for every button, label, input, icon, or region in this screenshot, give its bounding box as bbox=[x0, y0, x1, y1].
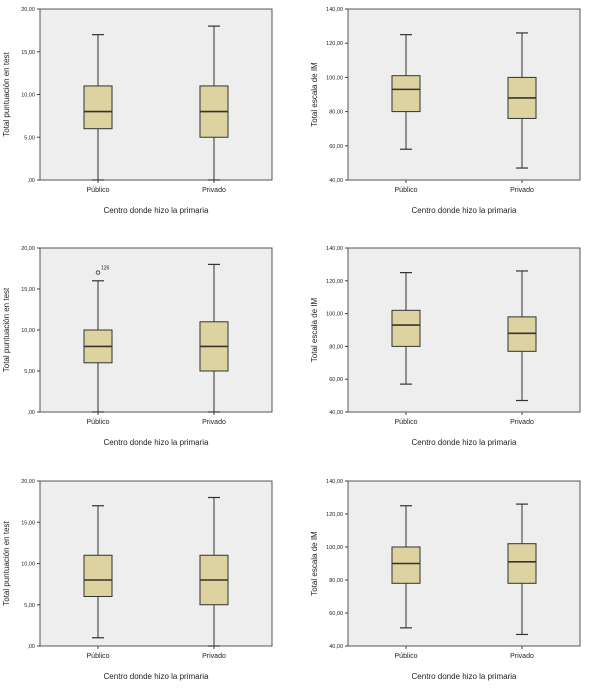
plot-area bbox=[347, 8, 581, 181]
box-privado bbox=[507, 503, 537, 636]
x-axis-label: Centro donde hizo la primaria bbox=[412, 438, 517, 447]
x-tick-label: Público bbox=[395, 419, 418, 426]
x-tick-label: Privado bbox=[202, 187, 226, 194]
x-tick-label: Privado bbox=[202, 419, 226, 426]
box-pblico bbox=[83, 505, 113, 639]
y-tick-label: ,00 bbox=[27, 410, 35, 416]
x-tick-label: Público bbox=[395, 187, 418, 194]
box-privado bbox=[507, 32, 537, 169]
y-tick-label: 5,00 bbox=[24, 135, 35, 141]
y-tick-label: 40,00 bbox=[329, 644, 343, 650]
box-pblico bbox=[391, 272, 421, 385]
box-privado bbox=[199, 496, 229, 647]
y-tick-label: 20,00 bbox=[21, 246, 35, 252]
plot-area bbox=[39, 8, 273, 181]
box-privado bbox=[507, 270, 537, 402]
x-tick-label: Privado bbox=[510, 187, 534, 194]
iqr-box bbox=[83, 554, 113, 597]
y-tick-label: 120,00 bbox=[326, 512, 343, 518]
iqr-box bbox=[391, 546, 421, 584]
x-axis-label: Centro donde hizo la primaria bbox=[412, 672, 517, 681]
box-privado bbox=[199, 263, 229, 413]
plot-area bbox=[347, 480, 581, 647]
x-tick-label: Público bbox=[87, 653, 110, 660]
iqr-box bbox=[507, 543, 537, 584]
x-axis-label: Centro donde hizo la primaria bbox=[104, 206, 209, 215]
iqr-box bbox=[391, 309, 421, 347]
y-tick-label: 40,00 bbox=[329, 178, 343, 184]
y-tick-label: 80,00 bbox=[329, 110, 343, 116]
y-tick-label: 100,00 bbox=[326, 312, 343, 318]
y-tick-label: 20,00 bbox=[21, 479, 35, 485]
y-tick-label: 120,00 bbox=[326, 279, 343, 285]
y-tick-label: 140,00 bbox=[326, 479, 343, 485]
y-axis-label: Total escala de IM bbox=[310, 297, 319, 362]
box-pblico: 126 bbox=[83, 266, 113, 413]
x-tick-label: Privado bbox=[202, 653, 226, 660]
y-tick-label: 60,00 bbox=[329, 144, 343, 150]
y-tick-label: ,00 bbox=[27, 178, 35, 184]
y-tick-label: ,00 bbox=[27, 644, 35, 650]
x-tick-label: Público bbox=[395, 653, 418, 660]
y-tick-label: 5,00 bbox=[24, 603, 35, 609]
outlier-point bbox=[95, 270, 101, 275]
box-pblico bbox=[391, 505, 421, 629]
x-axis-label: Centro donde hizo la primaria bbox=[104, 438, 209, 447]
y-tick-label: 140,00 bbox=[326, 7, 343, 13]
y-axis-label: Total puntuación en test bbox=[2, 520, 11, 605]
y-tick-label: 10,00 bbox=[21, 328, 35, 334]
x-tick-label: Público bbox=[87, 187, 110, 194]
x-axis-label: Centro donde hizo la primaria bbox=[412, 206, 517, 215]
x-tick-label: Privado bbox=[510, 419, 534, 426]
boxplot-panel-4: 40,00 60,00 80,00 100,00 120,00 140,00 Público… bbox=[310, 246, 581, 447]
iqr-box bbox=[391, 75, 421, 113]
y-axis-label: Total escala de IM bbox=[310, 62, 319, 127]
y-tick-label: 15,00 bbox=[21, 287, 35, 293]
y-tick-label: 60,00 bbox=[329, 611, 343, 617]
y-tick-label: 5,00 bbox=[24, 369, 35, 375]
boxplot-panel-6: 40,00 60,00 80,00 100,00 120,00 140,00 Público… bbox=[310, 479, 581, 681]
y-tick-label: 15,00 bbox=[21, 520, 35, 526]
box-privado bbox=[199, 25, 229, 181]
x-tick-label: Público bbox=[87, 419, 110, 426]
y-axis-label: Total puntuación en test bbox=[2, 51, 11, 136]
y-tick-label: 100,00 bbox=[326, 75, 343, 81]
plot-area bbox=[39, 247, 273, 413]
y-tick-label: 120,00 bbox=[326, 41, 343, 47]
box-pblico bbox=[391, 34, 421, 150]
box-pblico bbox=[83, 34, 113, 181]
y-tick-label: 80,00 bbox=[329, 344, 343, 350]
boxplot-panel-2: 40,00 60,00 80,00 100,00 120,00 140,00 Público… bbox=[310, 7, 581, 215]
y-tick-label: 10,00 bbox=[21, 93, 35, 99]
y-tick-label: 140,00 bbox=[326, 246, 343, 252]
outlier-label: 126 bbox=[101, 266, 110, 272]
y-axis-label: Total escala de IM bbox=[310, 531, 319, 596]
x-tick-label: Privado bbox=[510, 653, 534, 660]
iqr-box bbox=[507, 316, 537, 352]
plot-area bbox=[39, 480, 273, 647]
x-axis-label: Centro donde hizo la primaria bbox=[104, 672, 209, 681]
y-tick-label: 80,00 bbox=[329, 578, 343, 584]
y-tick-label: 15,00 bbox=[21, 50, 35, 56]
boxplot-panel-5: ,00 5,00 10,00 15,00 20,00 Público Privado Cent… bbox=[2, 479, 273, 681]
y-tick-label: 60,00 bbox=[329, 377, 343, 383]
y-tick-label: 20,00 bbox=[21, 7, 35, 13]
y-axis-label: Total puntuación en test bbox=[2, 287, 11, 372]
iqr-box bbox=[83, 85, 113, 130]
y-tick-label: 40,00 bbox=[329, 410, 343, 416]
boxplot-panel-1: ,00 5,00 10,00 15,00 20,00 Público Privado Cent… bbox=[2, 7, 273, 215]
plot-area bbox=[347, 247, 581, 413]
y-tick-label: 100,00 bbox=[326, 545, 343, 551]
y-tick-label: 10,00 bbox=[21, 562, 35, 568]
boxplot-panel-3: ,00 5,00 10,00 15,00 20,00 Público Privado Cent… bbox=[2, 246, 273, 447]
